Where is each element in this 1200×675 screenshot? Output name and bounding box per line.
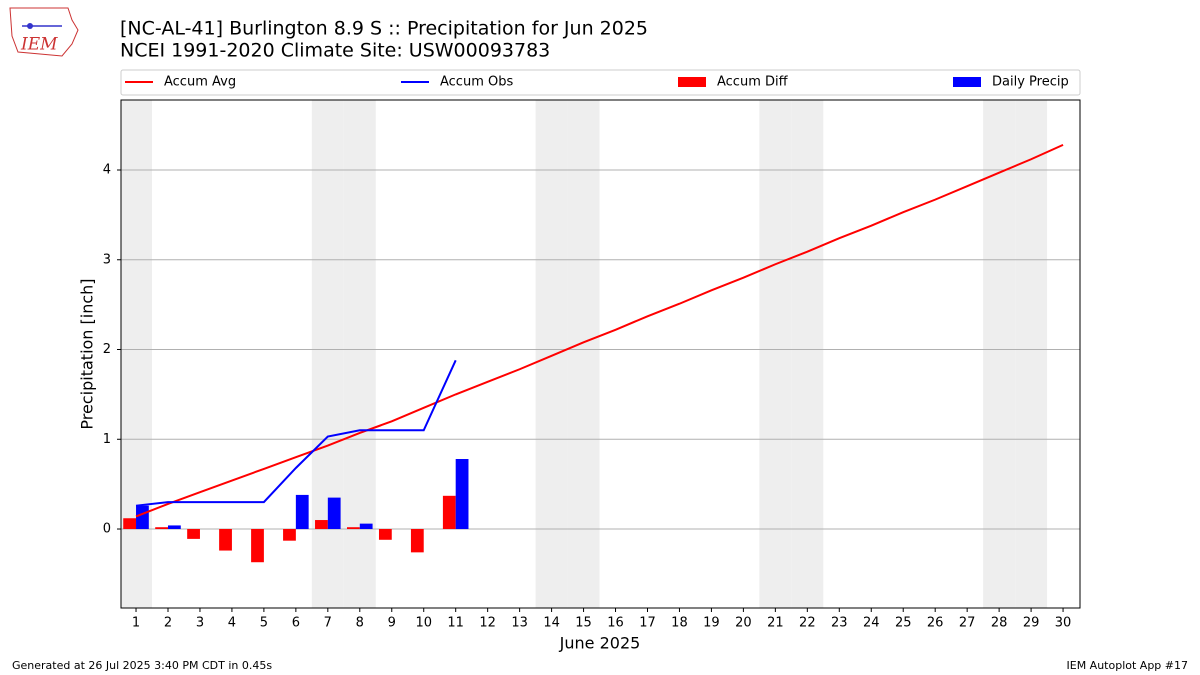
y-tick-label: 0 bbox=[103, 522, 111, 537]
weekend-band bbox=[311, 100, 344, 608]
weekend-band bbox=[343, 100, 376, 608]
bar bbox=[123, 518, 137, 530]
line bbox=[135, 143, 1064, 518]
x-tick-label: 30 bbox=[1055, 616, 1072, 631]
bar bbox=[347, 527, 360, 530]
weekend-band bbox=[567, 100, 600, 608]
x-tick-label: 29 bbox=[1023, 616, 1040, 631]
y-tick-label: 1 bbox=[103, 432, 111, 447]
x-tick-label: 23 bbox=[831, 616, 848, 631]
bar bbox=[219, 529, 232, 551]
x-tick-label: 3 bbox=[196, 616, 204, 631]
bar bbox=[155, 527, 168, 530]
bar bbox=[295, 494, 309, 530]
logo: IEM bbox=[9, 7, 79, 57]
line bbox=[135, 359, 457, 507]
x-tick-label: 24 bbox=[863, 616, 880, 631]
footer-left: Generated at 26 Jul 2025 3:40 PM CDT in … bbox=[12, 659, 272, 672]
weekend-band bbox=[1015, 100, 1048, 608]
y-tick-label: 2 bbox=[103, 342, 111, 357]
x-tick-label: 19 bbox=[703, 616, 720, 631]
bar bbox=[315, 520, 328, 530]
x-tick-label: 10 bbox=[415, 616, 432, 631]
bar bbox=[359, 523, 373, 530]
weekend-band bbox=[791, 100, 824, 608]
legend-label: Accum Obs bbox=[440, 75, 513, 90]
x-tick-label: 13 bbox=[511, 616, 528, 631]
bar bbox=[378, 529, 392, 540]
y-axis-label: Precipitation [inch] bbox=[78, 278, 97, 429]
chart-title: [NC-AL-41] Burlington 8.9 S :: Precipita… bbox=[120, 18, 648, 40]
x-tick-label: 18 bbox=[671, 616, 688, 631]
x-tick-label: 6 bbox=[292, 616, 300, 631]
x-tick-label: 7 bbox=[324, 616, 332, 631]
x-tick-label: 27 bbox=[959, 616, 976, 631]
weekend-band bbox=[983, 100, 1016, 608]
logo-text: IEM bbox=[20, 35, 58, 55]
weekend-band bbox=[535, 100, 568, 608]
x-tick-label: 17 bbox=[639, 616, 656, 631]
footer-right: IEM Autoplot App #17 bbox=[1067, 659, 1189, 672]
chart-subtitle: NCEI 1991-2020 Climate Site: USW00093783 bbox=[120, 40, 550, 62]
weekend-band bbox=[759, 100, 792, 608]
weekend-band bbox=[121, 100, 153, 608]
legend-swatch bbox=[678, 77, 706, 87]
bar bbox=[442, 495, 456, 530]
bar bbox=[455, 459, 469, 530]
bar bbox=[136, 505, 149, 530]
legend-label: Daily Precip bbox=[992, 75, 1069, 90]
y-tick-label: 4 bbox=[103, 163, 111, 178]
legend-label: Accum Diff bbox=[717, 75, 789, 90]
x-tick-label: 25 bbox=[895, 616, 912, 631]
x-tick-label: 20 bbox=[735, 616, 752, 631]
x-tick-label: 22 bbox=[799, 616, 816, 631]
legend bbox=[120, 69, 1081, 96]
x-tick-label: 21 bbox=[767, 616, 784, 631]
y-tick-label: 3 bbox=[103, 252, 111, 267]
x-tick-label: 1 bbox=[132, 616, 140, 631]
x-tick-label: 14 bbox=[543, 616, 560, 631]
x-tick-label: 26 bbox=[927, 616, 944, 631]
bar bbox=[410, 529, 424, 553]
x-axis-label: June 2025 bbox=[559, 634, 641, 653]
x-tick-label: 4 bbox=[228, 616, 236, 631]
bar bbox=[327, 497, 341, 530]
x-tick-label: 8 bbox=[356, 616, 364, 631]
bar bbox=[251, 529, 264, 563]
x-tick-label: 2 bbox=[164, 616, 172, 631]
legend-label: Accum Avg bbox=[164, 75, 236, 90]
bar bbox=[283, 529, 296, 541]
bar bbox=[167, 525, 181, 530]
x-tick-label: 28 bbox=[991, 616, 1008, 631]
bar bbox=[187, 529, 200, 539]
x-tick-label: 15 bbox=[575, 616, 592, 631]
x-tick-label: 12 bbox=[479, 616, 496, 631]
x-tick-label: 9 bbox=[388, 616, 396, 631]
legend-swatch bbox=[953, 77, 981, 87]
x-tick-label: 11 bbox=[447, 616, 464, 631]
x-tick-label: 16 bbox=[607, 616, 624, 631]
plot-frame bbox=[120, 99, 1081, 609]
x-tick-label: 5 bbox=[260, 616, 268, 631]
